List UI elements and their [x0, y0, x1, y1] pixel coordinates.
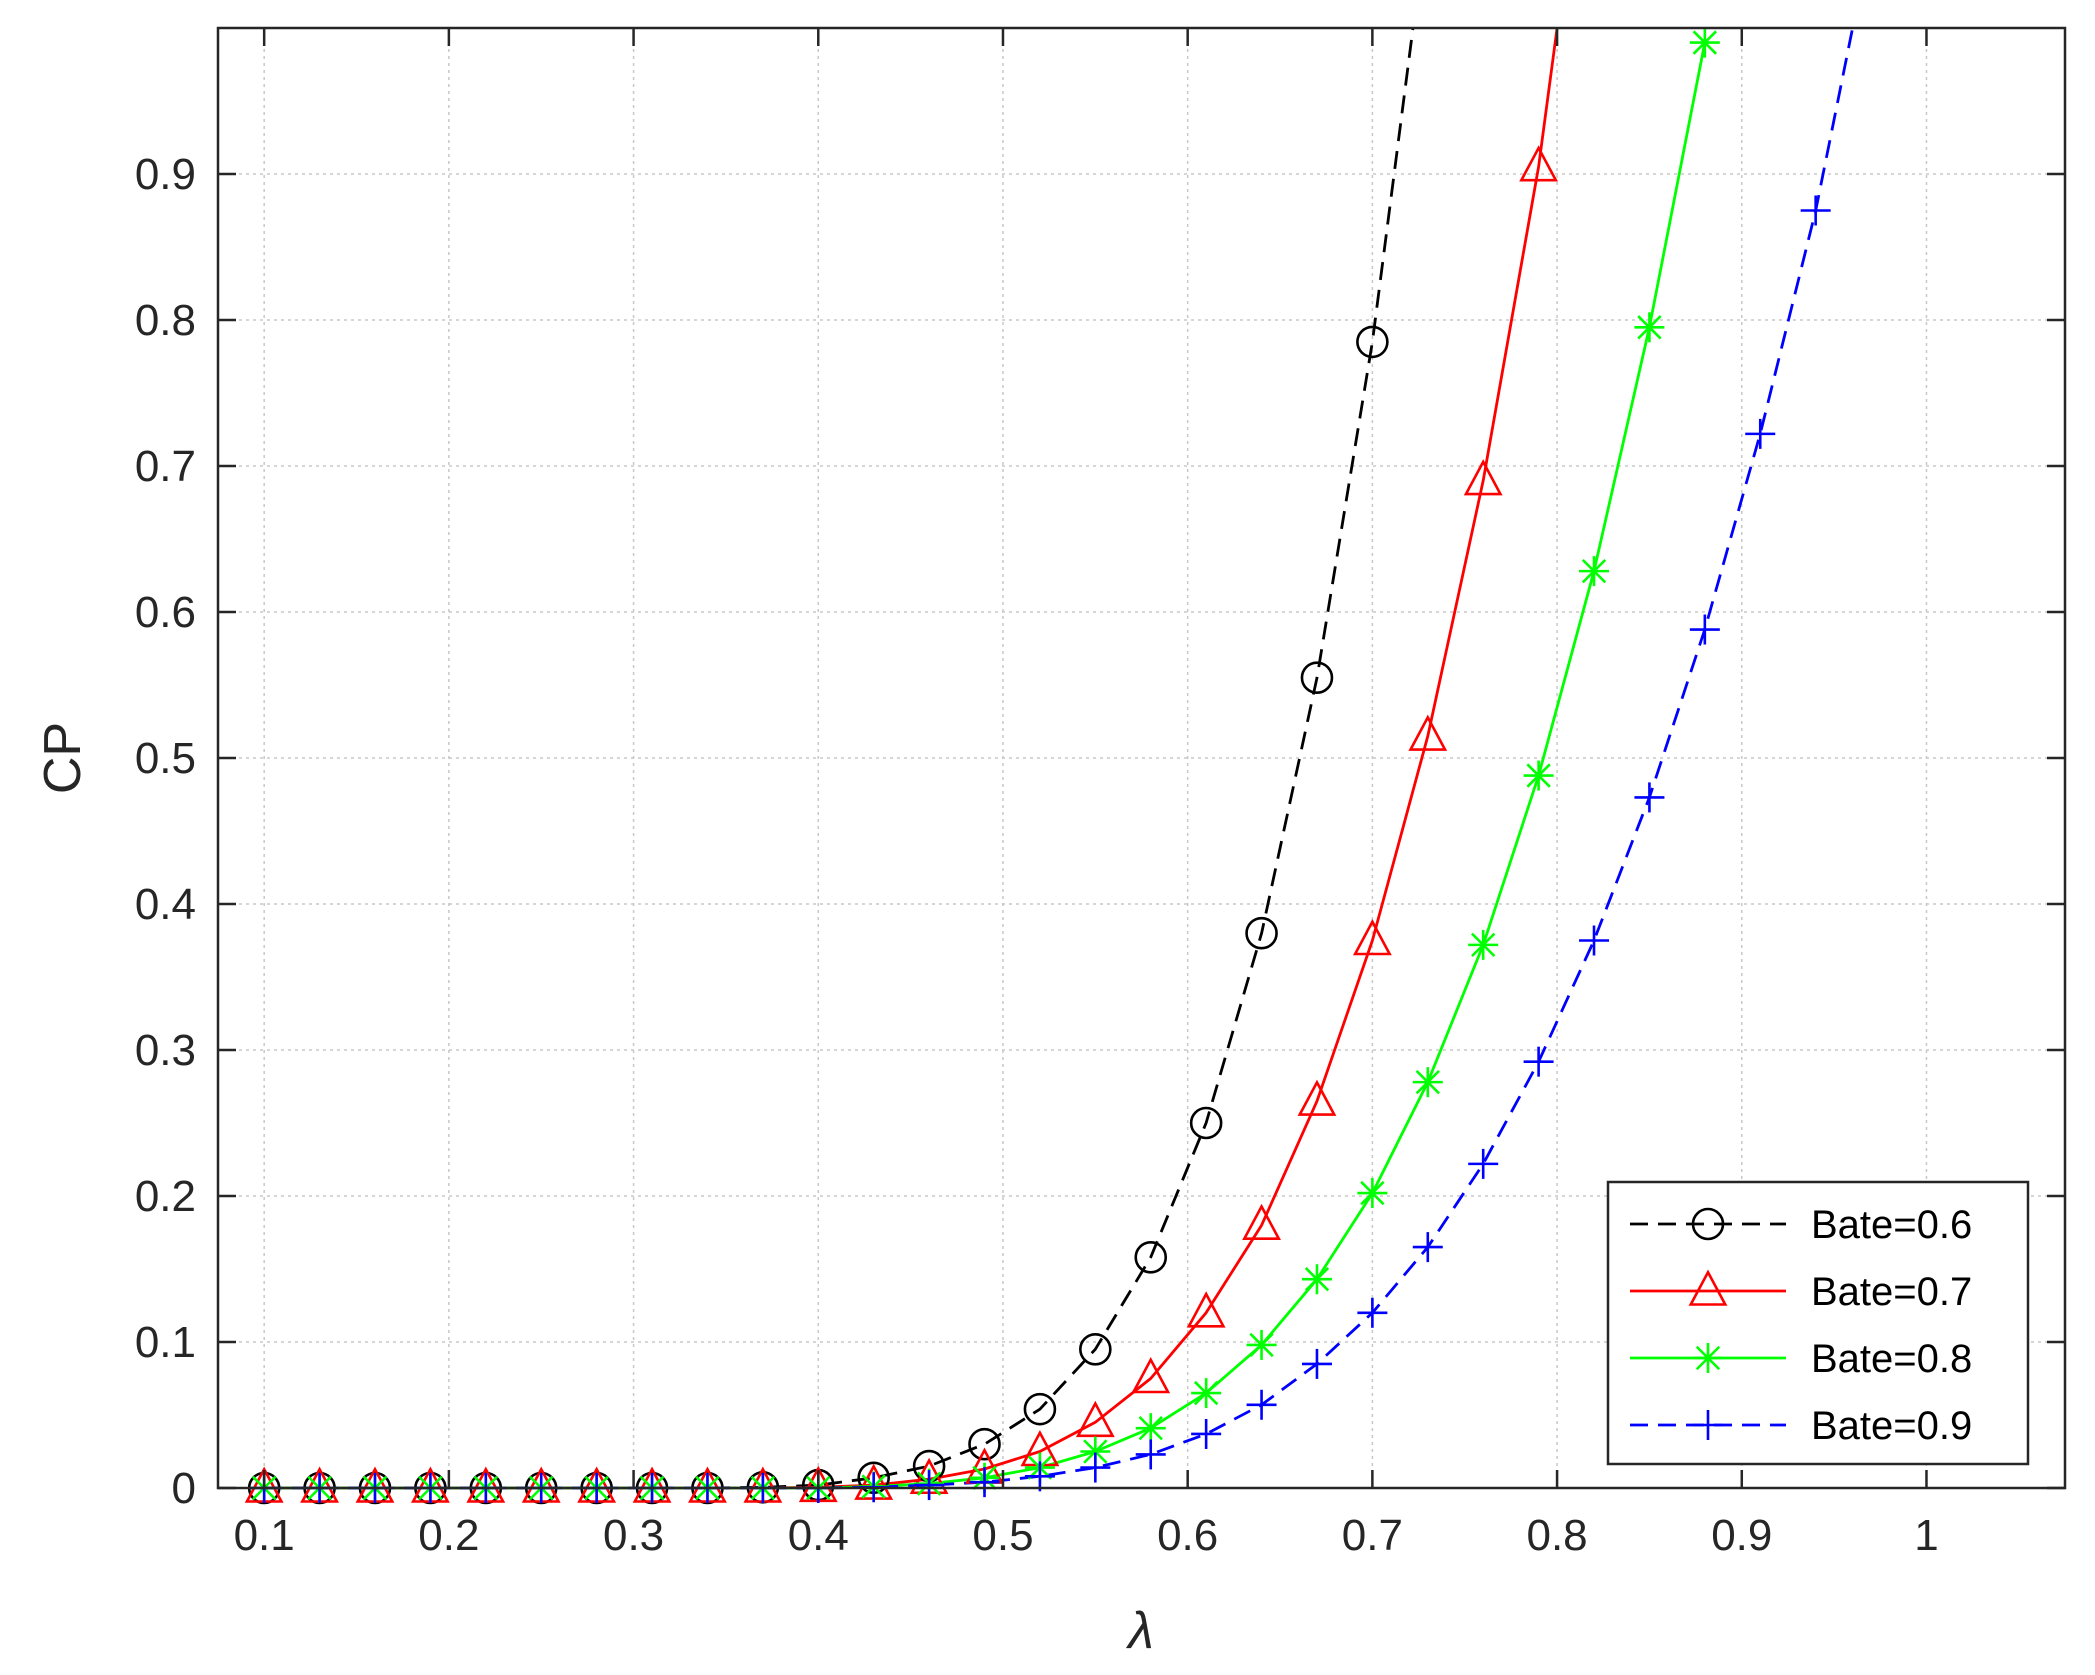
legend-label: Bate=0.6 — [1811, 1203, 1972, 1247]
marker-plus — [969, 1467, 1000, 1498]
marker-plus — [1523, 1046, 1554, 1077]
asterisk-stroke — [1360, 1180, 1385, 1206]
marker-triangle — [1186, 1291, 1226, 1328]
marker-plus — [914, 1470, 945, 1501]
marker-plus — [1468, 1148, 1499, 1179]
marker-plus — [1301, 1348, 1332, 1379]
y-tick-label: 0.3 — [135, 1026, 196, 1075]
legend-label: Bate=0.8 — [1811, 1337, 1972, 1381]
marker-circle — [1134, 1241, 1168, 1274]
asterisk-stroke — [1138, 1415, 1163, 1441]
legend-label: Bate=0.7 — [1811, 1270, 1972, 1314]
marker-triangle — [1131, 1356, 1171, 1394]
marker-triangle — [1408, 714, 1448, 751]
marker-plus — [1745, 418, 1776, 449]
marker-asterisk — [1689, 27, 1720, 58]
marker-asterisk — [1693, 1343, 1723, 1373]
marker-plus — [1357, 1297, 1388, 1328]
legend-item-4: Bate=0.9 — [1630, 1404, 1972, 1448]
x-tick-label: 0.6 — [1157, 1511, 1218, 1560]
legend-item-2: Bate=0.7 — [1630, 1269, 1972, 1314]
tick-labels: 0.1 0.2 0.3 0.4 0.5 0.6 0.7 0.8 0.9 1 0 0.1 0.2 0.3 0.… — [135, 150, 1939, 1560]
x-tick-label: 0.3 — [603, 1511, 664, 1560]
marker-circle — [1356, 325, 1389, 359]
marker-triangle — [1519, 145, 1559, 182]
marker-asterisk — [1579, 556, 1610, 587]
x-tick-label: 0.7 — [1342, 1511, 1403, 1560]
asterisk-stroke — [1249, 1332, 1274, 1358]
asterisk-stroke — [1526, 763, 1551, 788]
marker-triangle — [1352, 918, 1392, 956]
x-tick-label: 0.9 — [1711, 1511, 1772, 1560]
marker-triangle — [1688, 1269, 1728, 1306]
y-tick-label: 0.1 — [135, 1318, 196, 1367]
marker-plus — [1191, 1418, 1222, 1449]
marker-circle — [1079, 1333, 1112, 1366]
x-tick-label: 0.1 — [234, 1511, 295, 1560]
marker-plus — [1412, 1232, 1443, 1263]
marker-plus — [1689, 614, 1720, 645]
x-tick-label: 1 — [1914, 1511, 1938, 1560]
x-tick-label: 0.2 — [418, 1511, 479, 1560]
asterisk-stroke — [1193, 1380, 1219, 1406]
legend-item-3: Bate=0.8 — [1630, 1337, 1972, 1381]
x-axis-title: λ — [1125, 1602, 1154, 1660]
marker-asterisk — [1634, 312, 1665, 343]
legend: Bate=0.6 Bate=0.7 Bate=0.8 Bate=0.9 — [1606, 1180, 2030, 1466]
marker-asterisk — [1357, 1178, 1388, 1209]
x-tick-label: 0.4 — [788, 1511, 849, 1560]
y-tick-label: 0.8 — [135, 296, 196, 345]
marker-asterisk — [1301, 1264, 1332, 1295]
x-tick-label: 0.8 — [1526, 1511, 1587, 1560]
legend-label: Bate=0.9 — [1811, 1404, 1972, 1448]
marker-plus — [1693, 1410, 1723, 1440]
asterisk-stroke — [1304, 1267, 1330, 1292]
marker-circle — [1245, 916, 1278, 950]
marker-circle — [1300, 661, 1334, 695]
marker-plus — [1634, 782, 1665, 813]
marker-plus — [1080, 1452, 1111, 1483]
asterisk-stroke — [1581, 558, 1607, 584]
marker-triangle — [1463, 459, 1503, 496]
y-tick-label: 0 — [172, 1464, 196, 1513]
marker-plus — [1579, 925, 1610, 956]
y-axis-title: CP — [34, 722, 92, 794]
marker-plus — [1135, 1439, 1166, 1470]
axes — [216, 26, 2067, 1490]
y-tick-label: 0.2 — [135, 1172, 196, 1221]
asterisk-stroke — [1083, 1439, 1108, 1464]
asterisk-stroke — [1692, 30, 1718, 55]
y-tick-label: 0.9 — [135, 150, 196, 199]
asterisk-stroke — [1415, 1069, 1440, 1095]
y-tick-label: 0.7 — [135, 442, 196, 491]
marker-asterisk — [1246, 1329, 1277, 1360]
marker-asterisk — [1135, 1413, 1166, 1444]
marker-circle — [1023, 1392, 1057, 1426]
legend-box — [1606, 1180, 2030, 1466]
marker-circle — [1691, 1207, 1725, 1241]
marker-asterisk — [1468, 929, 1499, 960]
marker-asterisk — [1523, 760, 1554, 791]
marker-triangle — [1242, 1203, 1281, 1240]
marker-asterisk — [1412, 1067, 1443, 1098]
marker-triangle — [1075, 1400, 1115, 1438]
asterisk-stroke — [1471, 932, 1496, 958]
marker-circle — [1189, 1106, 1223, 1140]
marker-plus — [1800, 195, 1831, 226]
y-tick-label: 0.5 — [135, 734, 196, 783]
y-tick-label: 0.4 — [135, 880, 196, 929]
grid-lines — [218, 28, 2065, 1489]
marker-triangle — [1297, 1079, 1337, 1116]
marker-plus — [1246, 1389, 1277, 1420]
marker-asterisk — [1191, 1378, 1222, 1409]
legend-item-1: Bate=0.6 — [1630, 1203, 1972, 1247]
y-tick-label: 0.6 — [135, 588, 196, 637]
marker-circle — [968, 1427, 1001, 1461]
marker-plus — [1024, 1461, 1055, 1492]
asterisk-stroke — [1637, 315, 1662, 340]
asterisk-stroke — [1695, 1345, 1721, 1371]
x-tick-label: 0.5 — [972, 1511, 1033, 1560]
